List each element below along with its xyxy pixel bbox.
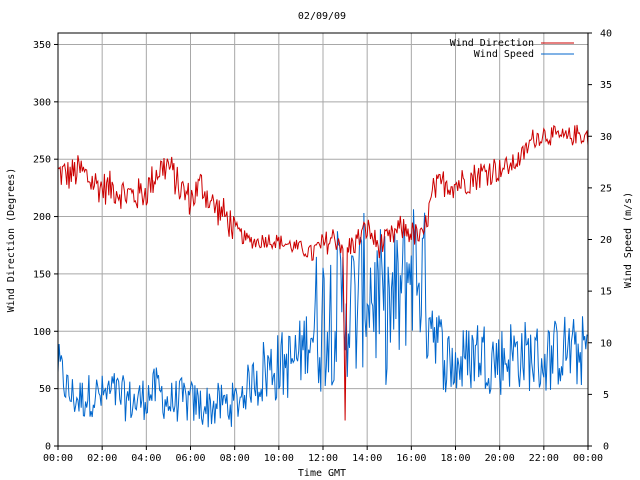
y-left-tick-label: 100 [33, 327, 51, 338]
y-left-tick-label: 250 [33, 155, 51, 166]
y-left-tick-label: 50 [39, 384, 51, 395]
legend-label-speed: Wind Speed [474, 49, 534, 60]
wind-direction-line [57, 124, 589, 421]
wind-speed-line [57, 209, 589, 428]
x-tick-label: 22:00 [529, 453, 559, 464]
chart-title: 02/09/09 [298, 11, 346, 22]
x-tick-label: 18:00 [440, 453, 470, 464]
y-left-tick-label: 150 [33, 269, 51, 280]
x-tick-label: 20:00 [485, 453, 515, 464]
x-tick-label: 14:00 [352, 453, 382, 464]
y-right-tick-label: 30 [600, 132, 612, 143]
y-right-axis-label: Wind Speed (m/s) [623, 192, 634, 288]
x-tick-label: 06:00 [175, 453, 205, 464]
x-tick-label: 04:00 [131, 453, 161, 464]
x-tick-label: 08:00 [220, 453, 250, 464]
y-left-tick-label: 300 [33, 97, 51, 108]
y-right-tick-label: 15 [600, 287, 612, 298]
y-right-tick-label: 40 [600, 29, 612, 40]
y-left-axis-label: Wind Direction (Degrees) [6, 168, 17, 313]
x-tick-label: 12:00 [308, 453, 338, 464]
x-tick-label: 02:00 [87, 453, 117, 464]
x-tick-label: 16:00 [396, 453, 426, 464]
y-right-tick-label: 5 [603, 390, 609, 401]
y-left-tick-label: 200 [33, 212, 51, 223]
y-right-tick-label: 20 [600, 235, 612, 246]
x-tick-label: 10:00 [264, 453, 294, 464]
legend-label-direction: Wind Direction [450, 38, 534, 49]
y-right-tick-label: 0 [603, 442, 609, 453]
x-tick-label: 00:00 [573, 453, 603, 464]
plot-frame [57, 32, 589, 447]
y-right-tick-label: 25 [600, 183, 612, 194]
y-right-tick-label: 35 [600, 80, 612, 91]
x-axis-label: Time GMT [298, 468, 346, 479]
x-tick-label: 00:00 [43, 453, 73, 464]
y-left-tick-label: 0 [45, 442, 51, 453]
y-left-tick-label: 350 [33, 40, 51, 51]
y-right-tick-label: 10 [600, 338, 612, 349]
